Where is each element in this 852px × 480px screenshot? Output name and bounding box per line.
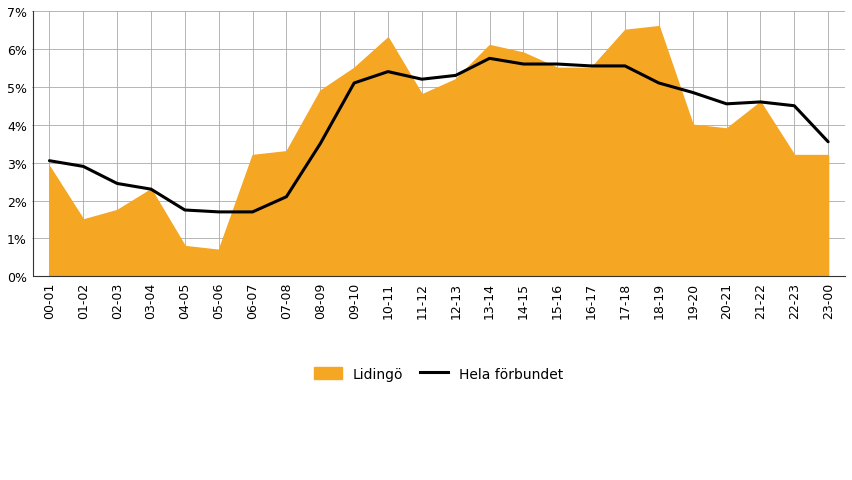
Legend: Lidingö, Hela förbundet: Lidingö, Hela förbundet (314, 367, 563, 381)
